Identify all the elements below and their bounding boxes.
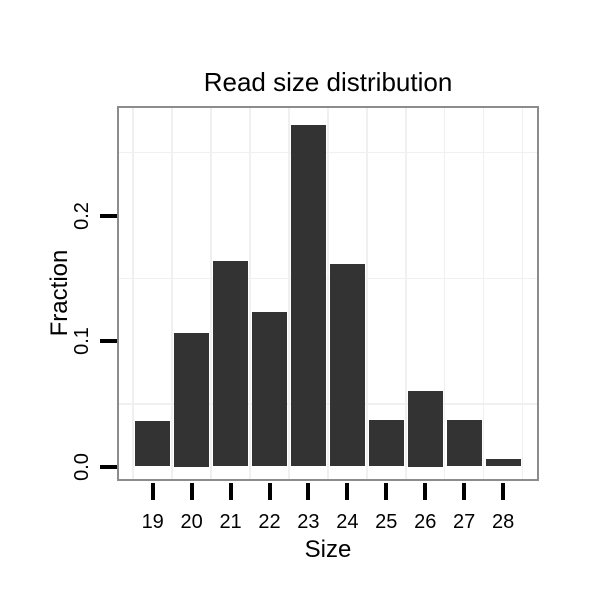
vertical-gridline xyxy=(210,108,212,479)
y-tick-0.2 xyxy=(100,213,117,218)
bar-25 xyxy=(368,420,404,467)
bar-23 xyxy=(290,125,326,467)
y-tick-label-0.0: 0.0 xyxy=(71,452,93,481)
x-tick-label-23: 23 xyxy=(297,511,320,533)
chart-title: Read size distribution xyxy=(203,67,453,97)
x-tick-22 xyxy=(267,483,272,500)
bar-24 xyxy=(329,264,365,467)
y-tick-0.1 xyxy=(100,339,117,343)
horizontal-gridline xyxy=(119,277,537,279)
vertical-gridline xyxy=(249,108,251,479)
x-tick-label-21: 21 xyxy=(219,511,242,533)
horizontal-gridline xyxy=(119,151,537,154)
vertical-gridline xyxy=(132,108,134,479)
x-tick-label-19: 19 xyxy=(141,511,164,533)
x-tick-23 xyxy=(306,483,311,500)
x-tick-19 xyxy=(150,483,155,500)
y-tick-0.0 xyxy=(100,464,117,469)
x-tick-label-26: 26 xyxy=(414,511,437,533)
y-tick-label-0.2: 0.2 xyxy=(71,201,93,230)
x-tick-label-25: 25 xyxy=(375,511,398,533)
bar-22 xyxy=(251,312,287,467)
x-tick-25 xyxy=(384,483,389,500)
plot-panel xyxy=(117,106,539,481)
x-tick-20 xyxy=(189,483,194,500)
bar-20 xyxy=(174,333,210,467)
x-tick-label-28: 28 xyxy=(491,511,515,533)
bar-26 xyxy=(407,391,443,467)
vertical-gridline xyxy=(405,108,407,479)
horizontal-gridline xyxy=(119,403,537,405)
x-tick-label-24: 24 xyxy=(336,511,359,533)
x-tick-26 xyxy=(423,483,428,500)
y-tick-label-0.1: 0.1 xyxy=(71,327,93,355)
y-axis-label: Fraction xyxy=(46,249,73,337)
vertical-gridline xyxy=(171,108,173,479)
x-tick-label-22: 22 xyxy=(258,511,281,533)
vertical-gridline xyxy=(482,108,485,479)
vertical-gridline xyxy=(521,108,524,479)
vertical-gridline xyxy=(327,108,329,479)
x-tick-21 xyxy=(228,483,233,500)
bar-27 xyxy=(446,420,482,467)
bar-28 xyxy=(485,458,521,467)
vertical-gridline xyxy=(288,108,290,479)
x-tick-label-20: 20 xyxy=(180,511,203,533)
bar-19 xyxy=(135,421,171,467)
bar-21 xyxy=(213,260,249,467)
x-tick-27 xyxy=(462,483,467,500)
x-axis-label: Size xyxy=(304,536,352,563)
vertical-gridline xyxy=(443,108,446,479)
vertical-gridline xyxy=(366,108,368,479)
x-tick-label-27: 27 xyxy=(453,511,476,533)
x-tick-24 xyxy=(345,483,350,500)
x-tick-28 xyxy=(501,483,506,500)
